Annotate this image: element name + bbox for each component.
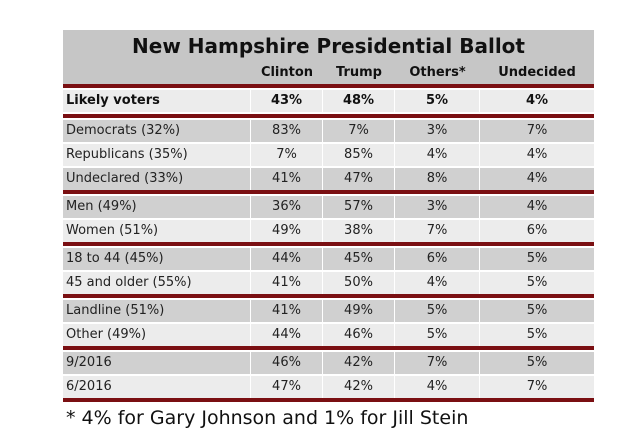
row-label: 6/2016 xyxy=(63,376,251,398)
cell-trump: 7% xyxy=(323,120,395,142)
cell-trump: 42% xyxy=(323,352,395,374)
row-label: Democrats (32%) xyxy=(63,120,251,142)
table-body: Democrats (32%) 83% 7% 3% 7% Republicans (35%… xyxy=(63,118,594,402)
cell-undecided: 7% xyxy=(526,123,548,138)
table-row: 6/2016 47% 42% 4% 7% xyxy=(63,376,594,398)
section-divider xyxy=(63,190,594,194)
cell-others: 4% xyxy=(395,376,480,398)
column-header-undecided: Undecided xyxy=(498,65,576,80)
cell-trump: 38% xyxy=(323,220,395,242)
column-header-clinton: Clinton xyxy=(260,65,314,80)
cell-others: 4% xyxy=(395,272,480,294)
table-row: 45 and older (55%) 41% 50% 4% 5% xyxy=(63,272,594,294)
cell-others: 4% xyxy=(395,144,480,166)
headline-row: Likely voters 43% 48% 5% 4% xyxy=(63,90,594,112)
section-divider xyxy=(63,346,594,350)
row-label: Other (49%) xyxy=(63,324,251,346)
cell-others: 7% xyxy=(395,220,480,242)
cell-trump: 45% xyxy=(323,248,395,270)
cell-undecided: 7% xyxy=(526,379,548,394)
cell-trump: 42% xyxy=(323,376,395,398)
table-row: Democrats (32%) 83% 7% 3% 7% xyxy=(63,120,594,142)
cell-others: 7% xyxy=(395,352,480,374)
cell-trump: 50% xyxy=(323,272,395,294)
table-title: New Hampshire Presidential Ballot xyxy=(132,34,525,58)
table-row: Women (51%) 49% 38% 7% 6% xyxy=(63,220,594,242)
row-label: 45 and older (55%) xyxy=(63,272,251,294)
cell-clinton: 49% xyxy=(251,220,323,242)
row-label: Men (49%) xyxy=(63,196,251,218)
cell-clinton: 36% xyxy=(251,196,323,218)
column-header-label xyxy=(63,62,251,84)
cell-clinton: 41% xyxy=(251,300,323,322)
cell-clinton: 7% xyxy=(251,144,323,166)
cell-others: 5% xyxy=(395,300,480,322)
cell-others: 3% xyxy=(395,196,480,218)
row-label: 9/2016 xyxy=(63,352,251,374)
cell-clinton: 47% xyxy=(251,376,323,398)
column-header-trump: Trump xyxy=(336,65,382,80)
cell-undecided: 6% xyxy=(526,223,548,238)
table-row: Landline (51%) 41% 49% 5% 5% xyxy=(63,300,594,322)
section-divider xyxy=(63,242,594,246)
row-label: Women (51%) xyxy=(63,220,251,242)
cell-trump: 47% xyxy=(323,168,395,190)
row-label: Landline (51%) xyxy=(63,300,251,322)
cell-trump: 85% xyxy=(323,144,395,166)
section-divider xyxy=(63,398,594,402)
section-divider xyxy=(63,294,594,298)
cell-clinton: 46% xyxy=(251,352,323,374)
cell-clinton: 83% xyxy=(251,120,323,142)
table-row: Undeclared (33%) 41% 47% 8% 4% xyxy=(63,168,594,190)
cell-others: 5% xyxy=(395,90,480,112)
cell-trump: 46% xyxy=(323,324,395,346)
cell-trump: 49% xyxy=(323,300,395,322)
row-label: Likely voters xyxy=(63,90,251,112)
table-row: Men (49%) 36% 57% 3% 4% xyxy=(63,196,594,218)
cell-others: 5% xyxy=(395,324,480,346)
cell-undecided: 5% xyxy=(526,275,548,290)
column-header-others: Others* xyxy=(409,65,466,80)
cell-others: 8% xyxy=(395,168,480,190)
cell-clinton: 41% xyxy=(251,272,323,294)
cell-others: 3% xyxy=(395,120,480,142)
cell-undecided: 5% xyxy=(526,303,548,318)
cell-undecided: 4% xyxy=(526,171,548,186)
cell-trump: 57% xyxy=(323,196,395,218)
cell-undecided: 4% xyxy=(525,93,549,108)
section-divider xyxy=(63,114,594,118)
cell-clinton: 43% xyxy=(251,90,323,112)
cell-undecided: 4% xyxy=(526,199,548,214)
poll-table: New Hampshire Presidential Ballot Clinto… xyxy=(63,30,594,434)
column-header-row: Clinton Trump Others* Undecided xyxy=(63,62,594,84)
table-row: Other (49%) 44% 46% 5% 5% xyxy=(63,324,594,346)
section-divider xyxy=(63,84,594,88)
cell-undecided: 4% xyxy=(526,147,548,162)
cell-trump: 48% xyxy=(323,90,395,112)
table-row: 18 to 44 (45%) 44% 45% 6% 5% xyxy=(63,248,594,270)
table-row: Republicans (35%) 7% 85% 4% 4% xyxy=(63,144,594,166)
row-label: Republicans (35%) xyxy=(63,144,251,166)
table-header-block: New Hampshire Presidential Ballot Clinto… xyxy=(63,30,594,84)
cell-undecided: 5% xyxy=(526,355,548,370)
cell-undecided: 5% xyxy=(526,327,548,342)
table-row: 9/2016 46% 42% 7% 5% xyxy=(63,352,594,374)
cell-clinton: 44% xyxy=(251,248,323,270)
footnote: * 4% for Gary Johnson and 1% for Jill St… xyxy=(63,402,594,434)
cell-clinton: 41% xyxy=(251,168,323,190)
cell-clinton: 44% xyxy=(251,324,323,346)
row-label: 18 to 44 (45%) xyxy=(63,248,251,270)
cell-others: 6% xyxy=(395,248,480,270)
row-label: Undeclared (33%) xyxy=(63,168,251,190)
cell-undecided: 5% xyxy=(526,251,548,266)
